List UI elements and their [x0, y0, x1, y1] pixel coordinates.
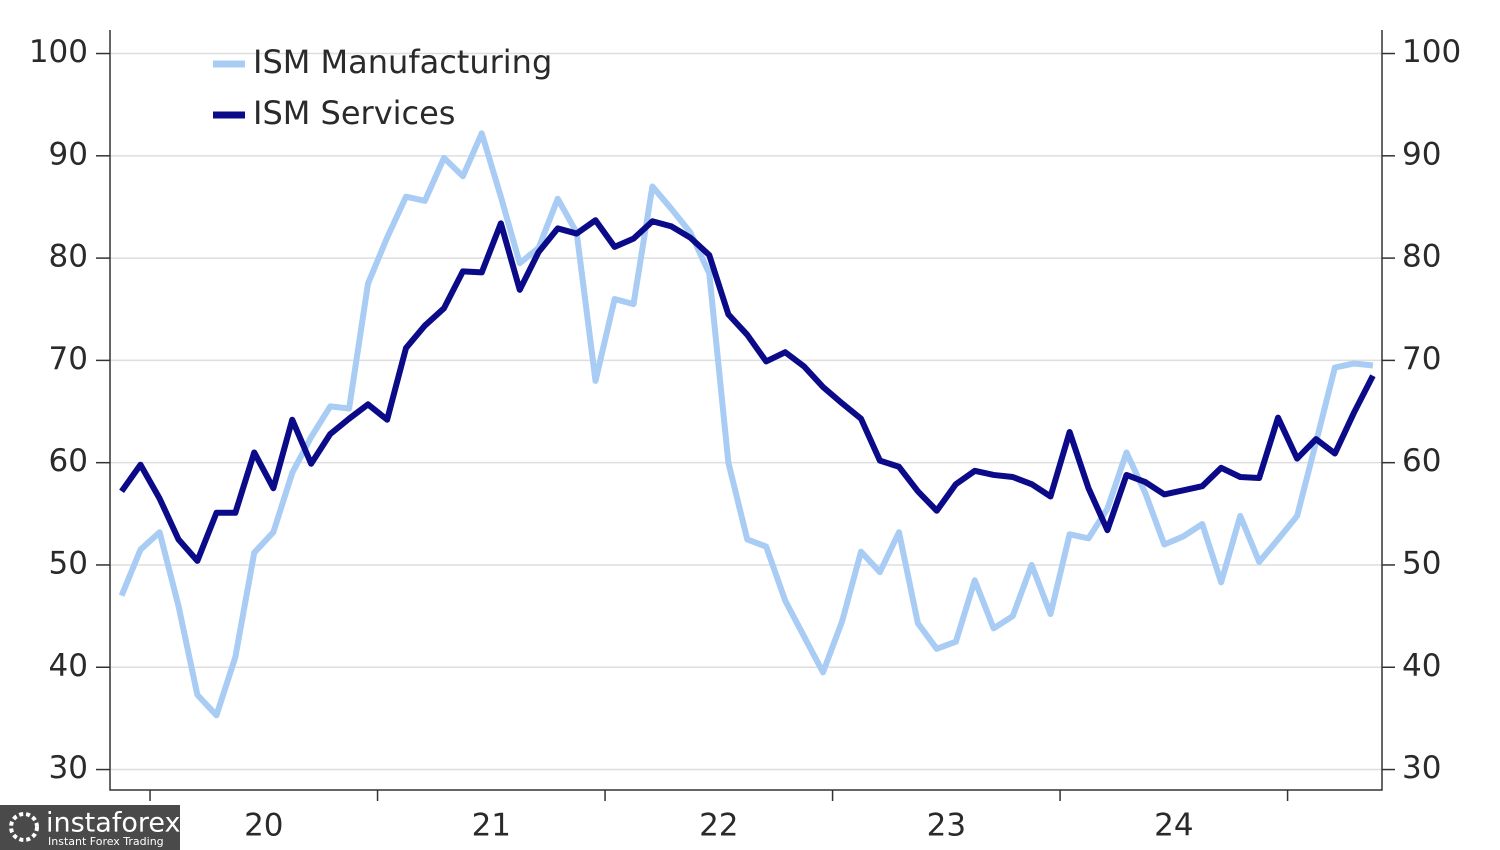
- x-tick-label: 24: [1154, 808, 1193, 844]
- axis-frame: [109, 30, 1383, 791]
- y-tick-label: 40: [49, 648, 88, 684]
- watermark-logo: [9, 812, 39, 842]
- watermark-tagline: Instant Forex Trading: [48, 835, 164, 848]
- legend-label: ISM Manufacturing: [253, 43, 552, 81]
- y-tick-label: 100: [29, 34, 88, 70]
- x-tick-label: 23: [927, 808, 966, 844]
- y2-tick-label: 90: [1402, 136, 1441, 172]
- legend-label: ISM Services: [253, 94, 455, 132]
- y2-tick-label: 30: [1402, 750, 1441, 786]
- y2-tick-label: 50: [1402, 545, 1441, 581]
- y-tick-label: 60: [49, 443, 88, 479]
- y2-tick-label: 80: [1402, 239, 1441, 275]
- x-tick-label: 20: [244, 808, 283, 844]
- y2-tick-label: 40: [1402, 648, 1441, 684]
- watermark-box: [0, 805, 180, 850]
- x-tick-label: 21: [472, 808, 511, 844]
- y2-tick-label: 60: [1402, 443, 1441, 479]
- y-tick-label: 80: [49, 239, 88, 275]
- x-tick-label: 22: [699, 808, 738, 844]
- series-line: [118, 130, 1374, 719]
- series-line: [119, 217, 1376, 564]
- y2-tick-label: 70: [1402, 341, 1441, 377]
- y-tick-label: 50: [49, 545, 88, 581]
- y2-tick-label: 100: [1402, 34, 1461, 70]
- y-tick-label: 30: [49, 750, 88, 786]
- y-tick-label: 70: [49, 341, 88, 377]
- watermark-name: instaforex: [46, 808, 180, 839]
- y-tick-label: 90: [49, 136, 88, 172]
